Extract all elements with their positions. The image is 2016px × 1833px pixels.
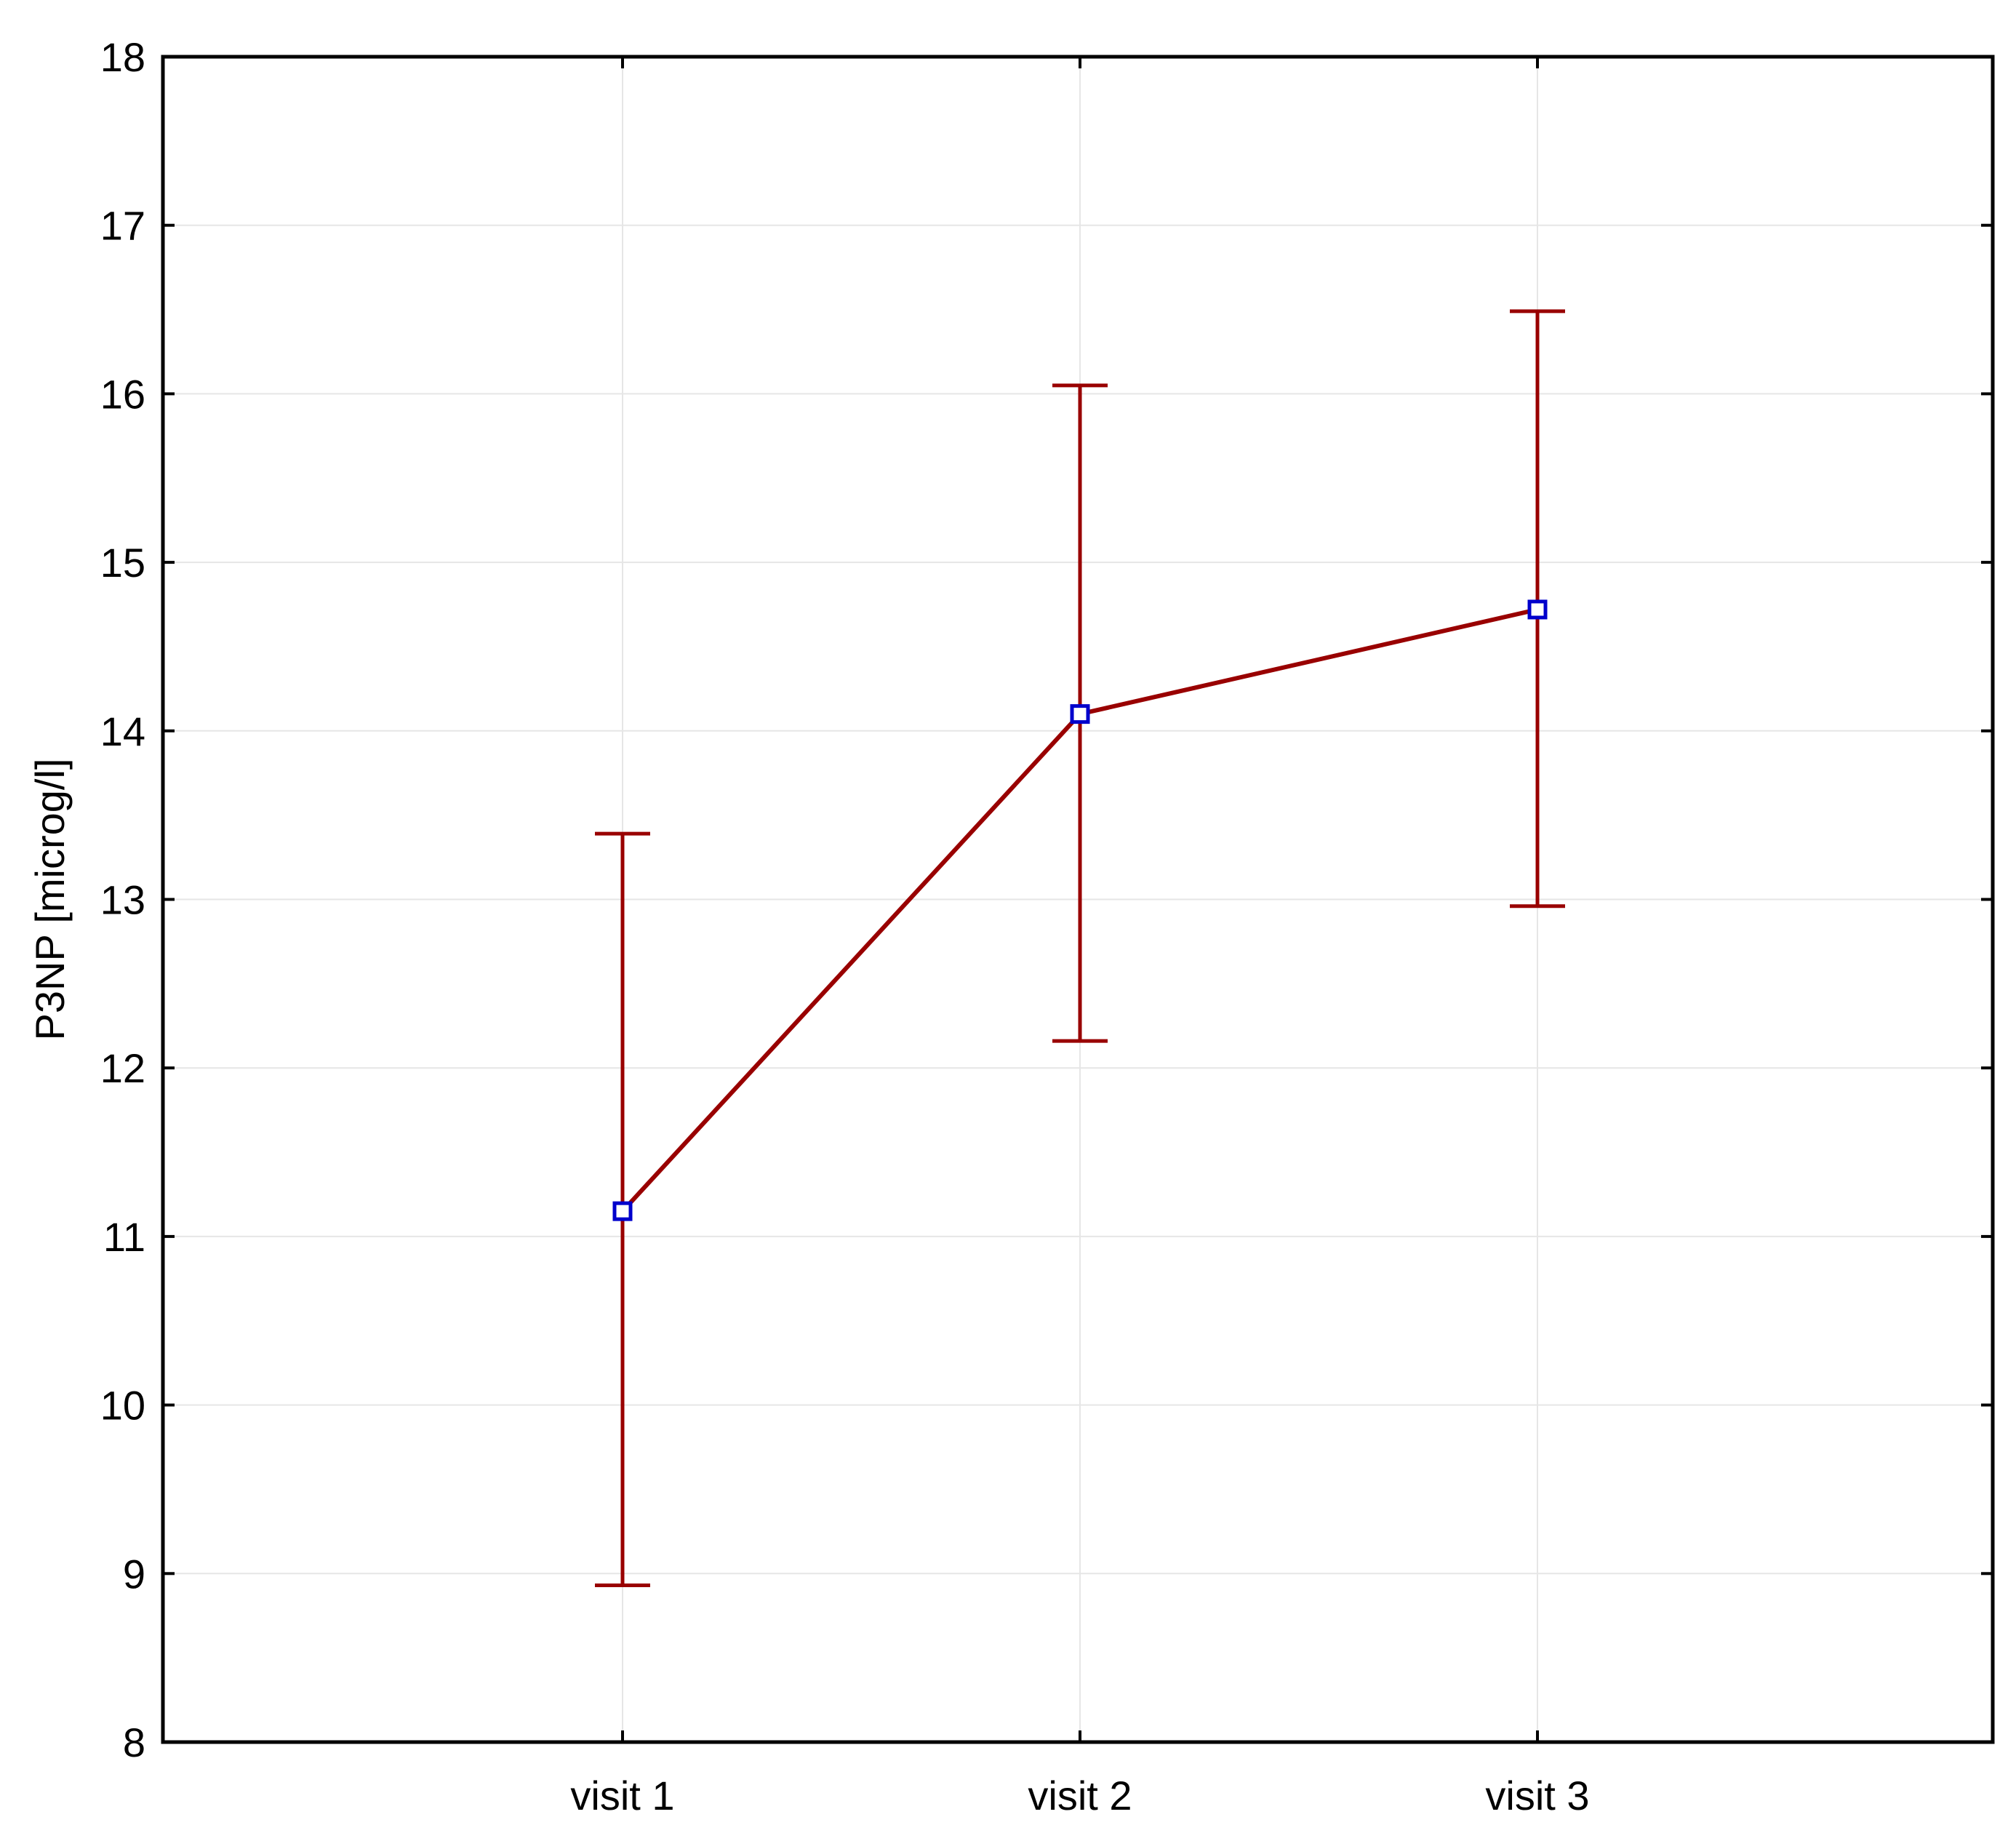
data-point-marker [1527,599,1548,620]
tick-labels: 8 9 10 11 12 13 14 15 16 17 18 visit 1 visit 2 visit … [100,34,1590,1818]
y-tick-label: 14 [100,708,145,754]
series [595,309,1565,1588]
data-point-marker [612,1201,633,1221]
x-tick-label: visit 3 [1485,1773,1589,1818]
y-tick-label: 17 [100,203,145,249]
y-tick-label: 15 [100,540,145,586]
y-tick-label: 8 [123,1720,145,1765]
y-tick-label: 11 [103,1214,145,1260]
x-tick-label: visit 1 [570,1773,674,1818]
grid [163,57,1993,1742]
y-tick-label: 18 [100,34,145,80]
plot-frame [161,55,1995,1744]
y-tick-label: 12 [100,1045,145,1091]
y-tick-label: 13 [100,877,145,923]
data-point-marker [1070,704,1090,724]
y-tick-label: 9 [123,1551,145,1597]
y-axis-title: P3NP [microg/l] [27,759,73,1041]
x-tick-label: visit 2 [1028,1773,1132,1818]
y-tick-label: 16 [100,371,145,417]
y-tick-label: 10 [100,1383,145,1429]
